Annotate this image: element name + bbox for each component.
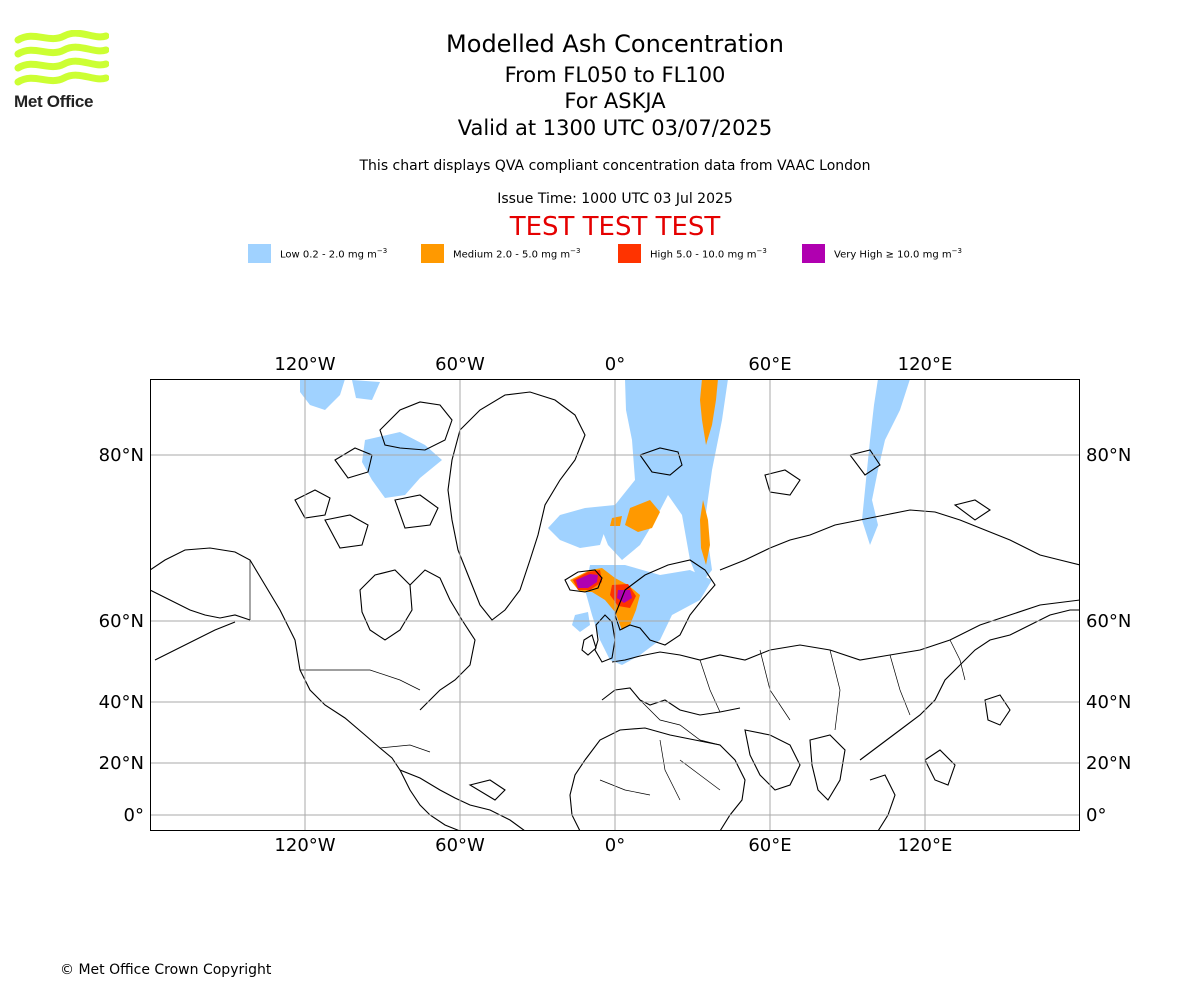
subtitle: This chart displays QVA compliant concen… [359, 158, 871, 174]
legend-exp-medium: −3 [570, 247, 581, 255]
valid-time: Valid at 1300 UTC 03/07/2025 [457, 116, 773, 140]
chart-title: Modelled Ash Concentration [446, 30, 784, 58]
issue-time: Issue Time: 1000 UTC 03 Jul 2025 [497, 191, 733, 207]
legend-label-very-high: Very High ≥ 10.0 mg m [834, 249, 952, 261]
lon-label-bottom-60e: 60°E [748, 835, 791, 856]
ash-low-areas [300, 379, 910, 665]
lat-label-left-60n: 60°N [99, 611, 144, 632]
legend-swatch-low [248, 244, 271, 263]
flight-levels: From FL050 to FL100 [504, 63, 726, 87]
lon-label-bottom-120w: 120°W [274, 835, 335, 856]
legend-exp-low: −3 [376, 247, 388, 255]
legend-swatch-high [618, 244, 641, 263]
lat-label-right-60n: 60°N [1086, 611, 1131, 632]
lon-label-top-120e: 120°E [898, 354, 953, 375]
lon-label-top-0: 0° [605, 354, 625, 375]
map-content [150, 379, 1080, 831]
met-office-logo [14, 30, 109, 86]
map-frame [150, 379, 1080, 831]
legend-label-high: High 5.0 - 10.0 mg m [650, 249, 757, 261]
lat-label-right-20n: 20°N [1086, 753, 1131, 774]
legend-exp-high: −3 [756, 247, 767, 255]
lon-label-top-120w: 120°W [274, 354, 335, 375]
legend-exp-very-high: −3 [951, 247, 962, 255]
lat-label-left-20n: 20°N [99, 753, 144, 774]
lat-label-right-0: 0° [1086, 805, 1106, 826]
logo-text: Met Office [14, 92, 94, 111]
lon-label-bottom-60w: 60°W [435, 835, 485, 856]
lon-label-bottom-0: 0° [605, 835, 625, 856]
lat-label-right-40n: 40°N [1086, 692, 1131, 713]
legend-label-medium: Medium 2.0 - 5.0 mg m [453, 249, 571, 261]
lat-label-right-80n: 80°N [1086, 445, 1131, 466]
lon-label-top-60w: 60°W [435, 354, 485, 375]
test-banner: TEST TEST TEST [509, 212, 721, 242]
lon-label-top-60e: 60°E [748, 354, 791, 375]
lon-label-bottom-120e: 120°E [898, 835, 953, 856]
copyright: © Met Office Crown Copyright [60, 962, 272, 978]
gridlines [150, 379, 1080, 831]
borders [249, 560, 966, 801]
legend-label-low: Low 0.2 - 2.0 mg m [280, 249, 377, 261]
lat-label-left-0: 0° [124, 805, 144, 826]
lat-label-left-40n: 40°N [99, 692, 144, 713]
lat-label-left-80n: 80°N [99, 445, 144, 466]
legend-swatch-medium [421, 244, 444, 263]
volcano-name: For ASKJA [564, 89, 666, 113]
legend-swatch-very-high [802, 244, 825, 263]
